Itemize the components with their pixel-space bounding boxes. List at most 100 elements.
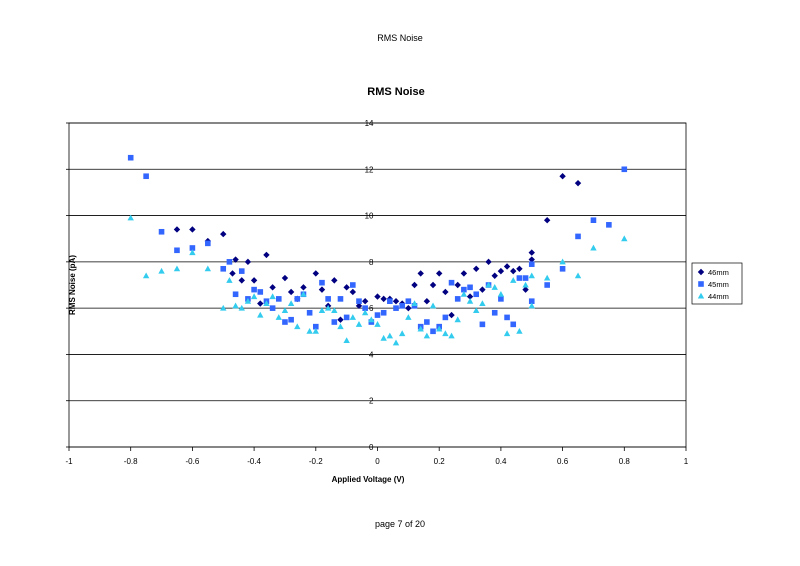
data-point	[282, 319, 288, 325]
data-point	[522, 281, 529, 288]
data-point	[287, 288, 295, 296]
data-point	[380, 295, 387, 303]
data-point	[318, 307, 326, 313]
data-point	[528, 272, 535, 279]
data-point	[250, 277, 258, 284]
data-point	[448, 332, 455, 339]
data-point	[405, 314, 412, 320]
y-tick-label: 0	[369, 443, 374, 452]
data-point	[392, 298, 400, 305]
data-point	[142, 272, 150, 279]
data-point	[337, 323, 344, 330]
data-point	[250, 293, 258, 300]
y-tick-label: 4	[369, 350, 374, 359]
data-point	[479, 300, 486, 307]
data-point	[362, 305, 368, 311]
x-tick-label: 0.2	[434, 457, 446, 466]
data-point	[189, 226, 196, 233]
data-point	[528, 249, 535, 256]
legend-marker	[697, 268, 705, 276]
data-point	[392, 339, 400, 346]
data-point	[417, 270, 424, 277]
data-point	[448, 311, 455, 319]
data-point	[485, 258, 492, 266]
data-point	[485, 281, 492, 288]
data-point	[497, 267, 505, 275]
legend-label: 46mm	[708, 268, 729, 277]
data-point	[204, 265, 212, 272]
data-point	[417, 325, 424, 332]
data-point	[257, 289, 264, 295]
plot-area	[68, 122, 687, 448]
data-point	[398, 330, 406, 337]
data-point	[355, 302, 363, 310]
data-point	[349, 314, 357, 320]
data-point	[497, 290, 505, 297]
data-point	[510, 267, 517, 275]
data-point	[436, 270, 443, 277]
data-point	[251, 286, 257, 293]
data-point	[361, 309, 369, 316]
data-point	[621, 166, 628, 173]
data-point	[263, 251, 270, 259]
y-axis-label: RMS Noise (pA)	[68, 255, 77, 315]
data-point	[423, 332, 431, 339]
data-point	[544, 282, 550, 288]
data-point	[244, 297, 252, 304]
data-point	[386, 332, 394, 339]
data-point	[275, 314, 282, 320]
x-tick-label: -0.8	[124, 457, 138, 466]
y-tick-label: 12	[365, 165, 374, 174]
legend: 46mm 45mm 44mm	[691, 262, 743, 305]
y-tick-label: 14	[365, 119, 374, 128]
data-point	[244, 258, 252, 266]
data-point	[226, 277, 233, 283]
data-point	[522, 275, 529, 281]
data-point	[220, 266, 227, 272]
data-point	[590, 217, 597, 223]
data-point	[226, 259, 233, 265]
data-point	[454, 296, 461, 302]
data-point	[331, 307, 338, 313]
data-point	[473, 265, 480, 272]
data-point	[522, 286, 529, 293]
data-point	[466, 297, 474, 304]
data-point	[232, 291, 239, 298]
data-point	[460, 290, 468, 297]
x-tick-label: -0.2	[309, 457, 323, 466]
data-point	[281, 307, 289, 313]
series-46mm	[173, 173, 582, 323]
data-point	[559, 258, 566, 265]
page-header: RMS Noise	[377, 33, 423, 43]
data-point	[368, 316, 375, 323]
data-point	[575, 233, 581, 240]
data-point	[257, 311, 264, 318]
data-point	[356, 298, 362, 304]
legend-label: 45mm	[708, 280, 729, 289]
data-point	[331, 277, 338, 284]
data-point	[158, 228, 165, 235]
data-point	[143, 173, 149, 180]
data-point	[424, 319, 430, 325]
page-footer: page 7 of 20	[374, 519, 426, 529]
data-point	[127, 154, 134, 161]
data-point	[528, 302, 535, 309]
data-point	[479, 321, 486, 328]
data-point	[173, 265, 181, 272]
x-tick-label: 0	[375, 457, 380, 466]
series-45mm	[127, 154, 628, 335]
data-point	[503, 330, 511, 337]
data-point	[510, 321, 517, 328]
data-point	[294, 296, 301, 302]
data-point	[275, 296, 282, 302]
data-point	[189, 245, 196, 251]
data-point	[374, 321, 381, 327]
data-point	[331, 319, 338, 325]
data-point	[173, 226, 181, 233]
data-point	[430, 328, 436, 335]
data-point	[528, 261, 535, 267]
data-point	[220, 304, 227, 311]
data-point	[380, 309, 387, 316]
data-point	[606, 222, 612, 228]
